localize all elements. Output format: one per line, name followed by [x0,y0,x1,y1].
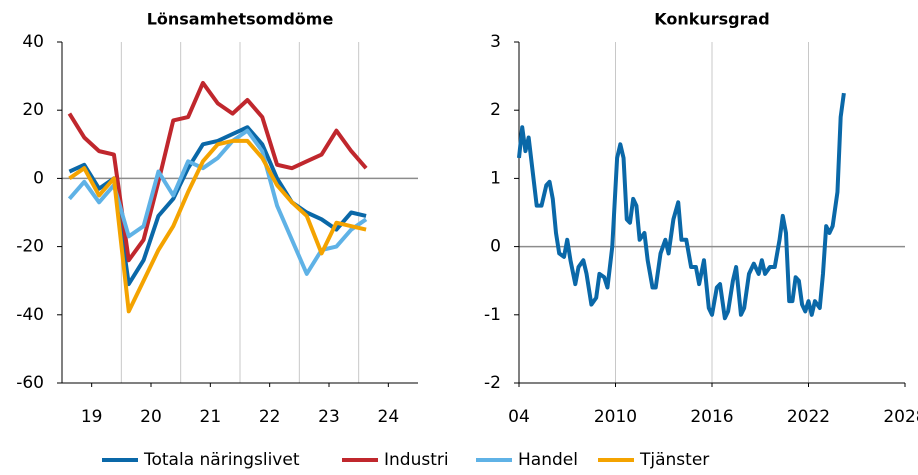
series-line [68,138,367,314]
x-tick-label: 22 [259,407,281,427]
legend-label: Handel [518,450,578,470]
y-tick-label: -2 [484,373,501,393]
y-tick-label: -60 [16,373,44,393]
x-tick-label: 24 [378,407,400,427]
y-tick-label: 0 [33,168,44,188]
x-tick-label: 2028 [883,407,918,427]
y-tick-label: 20 [22,100,44,120]
x-tick-label: 2010 [594,407,637,427]
legend-label: Totala näringslivet [143,450,300,470]
x-tick-label: 21 [200,407,222,427]
y-tick-label: 1 [490,168,501,188]
legend-label: Industri [384,450,449,470]
x-tick-label: 19 [81,407,103,427]
series-line [517,92,846,321]
y-tick-label: 3 [490,32,501,52]
x-tick-label: 23 [318,407,340,427]
chart-title: Lönsamhetsomdöme [147,10,334,29]
y-tick-label: 0 [490,237,501,257]
y-tick-label: -1 [484,305,501,325]
x-tick-label: 04 [508,407,530,427]
x-tick-label: 20 [140,407,162,427]
y-tick-label: 40 [22,32,44,52]
legend-label: Tjänster [639,450,709,470]
y-tick-label: -40 [16,305,44,325]
series-line [67,128,368,276]
y-tick-label: -20 [16,237,44,257]
y-tick-label: 2 [490,100,501,120]
series-line [67,80,368,263]
x-tick-label: 2016 [690,407,733,427]
x-tick-label: 2022 [787,407,830,427]
chart-title: Konkursgrad [654,10,770,29]
